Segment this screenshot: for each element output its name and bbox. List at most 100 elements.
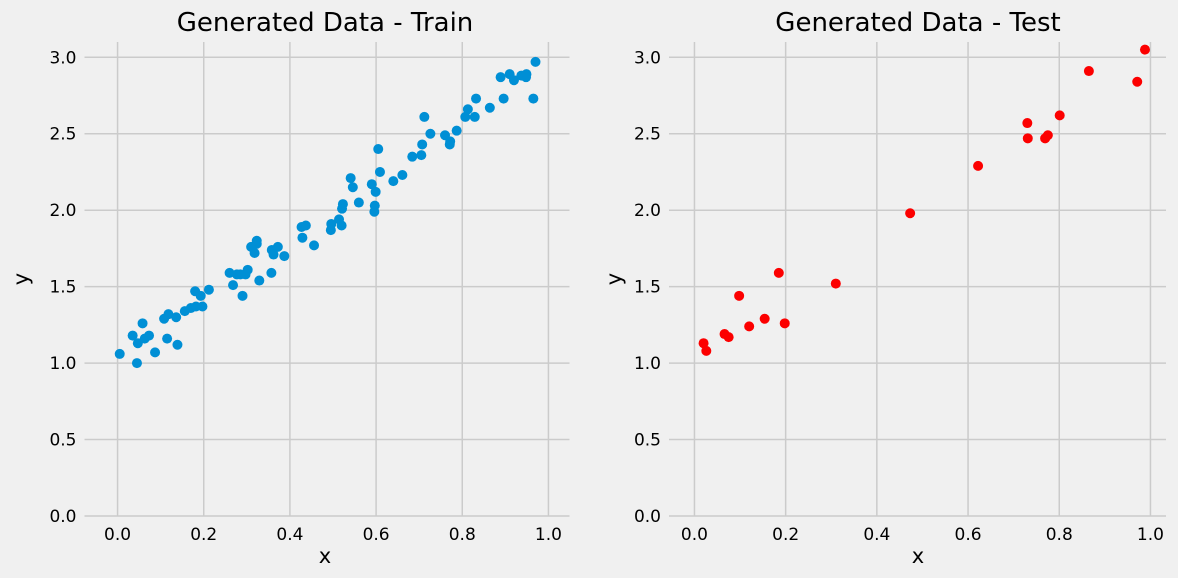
test-data-point <box>1139 44 1150 55</box>
train-data-point <box>144 330 155 341</box>
train-data-point <box>530 56 541 67</box>
train-data-point <box>162 333 173 344</box>
train-data-point <box>388 176 399 187</box>
test-x-axis-label: x <box>912 544 924 568</box>
test-plot: 0.0 0.2 0.4 0.6 0.8 1.0 0.0 0.5 1.0 1.5 2.0 2.5 3.0… <box>602 8 1166 568</box>
train-data-point <box>419 111 430 122</box>
train-data-point <box>397 170 408 181</box>
train-data-point <box>242 264 253 275</box>
test-data-point <box>698 338 709 349</box>
train-data-point <box>528 93 539 104</box>
train-x-tick-label: 0.2 <box>190 525 217 545</box>
test-data-point <box>830 278 841 289</box>
test-y-tick-label: 1.0 <box>634 354 661 374</box>
train-data-point <box>425 128 436 139</box>
train-y-ticks: 0.0 0.5 1.0 1.5 2.0 2.5 3.0 <box>49 48 76 527</box>
train-data-point <box>417 139 428 150</box>
train-y-tick-label: 0.5 <box>49 431 76 451</box>
train-y-tick-label: 3.0 <box>49 48 76 68</box>
train-x-ticks: 0.0 0.2 0.4 0.6 0.8 1.0 <box>104 525 562 545</box>
train-data-point <box>373 144 384 155</box>
train-data-point <box>268 249 279 260</box>
train-data-point <box>309 240 320 251</box>
train-data-point <box>237 290 248 301</box>
train-data-point <box>266 267 277 278</box>
train-x-tick-label: 1.0 <box>535 525 562 545</box>
test-x-tick-label: 1.0 <box>1137 525 1164 545</box>
train-data-point <box>172 339 183 350</box>
test-data-point <box>1132 76 1143 87</box>
train-x-tick-label: 0.8 <box>449 525 476 545</box>
test-y-tick-label: 1.5 <box>634 278 661 298</box>
train-data-point <box>137 318 148 329</box>
train-data-point <box>203 284 214 295</box>
test-chart-title: Generated Data - Test <box>775 8 1060 38</box>
train-data-point <box>131 358 142 369</box>
test-x-tick-label: 0.6 <box>955 525 982 545</box>
test-data-point <box>744 321 755 332</box>
test-grid <box>669 42 1166 517</box>
train-data-point <box>370 186 381 197</box>
train-data-point <box>407 151 418 162</box>
test-points <box>698 44 1150 356</box>
train-data-point <box>171 312 182 323</box>
train-data-point <box>374 166 385 177</box>
test-x-ticks: 0.0 0.2 0.4 0.6 0.8 1.0 <box>681 525 1164 545</box>
train-data-point <box>469 111 480 122</box>
train-y-axis-label: y <box>9 273 33 285</box>
train-data-point <box>508 75 519 86</box>
train-data-point <box>279 251 290 262</box>
train-y-tick-label: 0.0 <box>49 507 76 527</box>
train-data-point <box>251 235 262 246</box>
train-data-point <box>114 348 125 359</box>
train-data-point <box>416 150 427 161</box>
train-chart-title: Generated Data - Train <box>177 8 474 38</box>
train-data-point <box>300 220 311 231</box>
test-data-point <box>1083 66 1094 77</box>
train-data-point <box>336 220 347 231</box>
train-x-axis-label: x <box>319 544 331 568</box>
test-x-tick-label: 0.8 <box>1046 525 1073 545</box>
train-points <box>114 56 541 369</box>
test-data-point <box>973 160 984 171</box>
train-data-point <box>337 199 348 210</box>
test-data-point <box>1022 133 1033 144</box>
train-data-point <box>353 197 364 208</box>
train-data-point <box>163 309 174 320</box>
train-x-tick-label: 0.0 <box>104 525 131 545</box>
test-data-point <box>905 208 916 219</box>
train-data-point <box>445 136 456 147</box>
test-data-point <box>1022 118 1033 129</box>
train-data-point <box>451 125 462 136</box>
train-data-point <box>254 275 265 286</box>
test-y-tick-label: 0.5 <box>634 431 661 451</box>
test-x-tick-label: 0.0 <box>681 525 708 545</box>
train-data-point <box>462 104 473 115</box>
train-data-point <box>471 93 482 104</box>
test-y-tick-label: 3.0 <box>634 48 661 68</box>
train-data-point <box>495 72 506 83</box>
test-y-tick-label: 2.5 <box>634 125 661 145</box>
train-data-point <box>347 182 358 193</box>
test-data-point <box>759 313 770 324</box>
train-grid <box>84 42 570 517</box>
test-data-point <box>723 332 734 343</box>
test-data-point <box>1042 130 1053 141</box>
train-data-point <box>150 347 161 358</box>
train-data-point <box>521 69 532 80</box>
train-y-tick-label: 1.5 <box>49 278 76 298</box>
train-data-point <box>484 102 495 113</box>
train-plot: 0.0 0.2 0.4 0.6 0.8 1.0 0.0 0.5 1.0 1.5 2.0 2.5 3.0… <box>9 8 570 568</box>
train-x-tick-label: 0.6 <box>363 525 390 545</box>
test-y-tick-label: 2.0 <box>634 201 661 221</box>
test-y-axis-label: y <box>602 273 626 285</box>
train-data-point <box>460 111 471 122</box>
test-y-ticks: 0.0 0.5 1.0 1.5 2.0 2.5 3.0 <box>634 48 661 527</box>
train-data-point <box>195 290 206 301</box>
train-data-point <box>127 330 138 341</box>
train-y-tick-label: 2.0 <box>49 201 76 221</box>
test-y-tick-label: 0.0 <box>634 507 661 527</box>
test-data-point <box>779 318 790 329</box>
test-data-point <box>701 345 712 356</box>
